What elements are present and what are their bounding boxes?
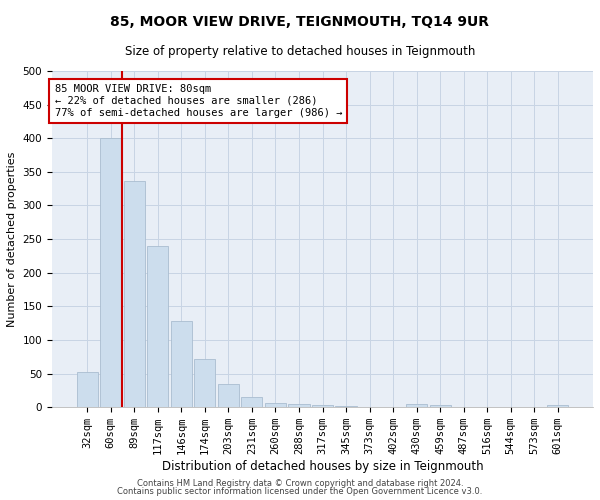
Text: 85, MOOR VIEW DRIVE, TEIGNMOUTH, TQ14 9UR: 85, MOOR VIEW DRIVE, TEIGNMOUTH, TQ14 9U…	[110, 15, 490, 29]
Text: Contains public sector information licensed under the Open Government Licence v3: Contains public sector information licen…	[118, 487, 482, 496]
Bar	[289, 404, 310, 407]
Text: Size of property relative to detached houses in Teignmouth: Size of property relative to detached ho…	[125, 45, 475, 58]
Bar	[100, 138, 121, 407]
Bar	[77, 372, 98, 408]
Text: 85 MOOR VIEW DRIVE: 80sqm
← 22% of detached houses are smaller (286)
77% of semi: 85 MOOR VIEW DRIVE: 80sqm ← 22% of detac…	[55, 84, 342, 117]
Y-axis label: Number of detached properties: Number of detached properties	[7, 152, 17, 327]
Bar	[359, 406, 380, 408]
Bar	[241, 397, 262, 407]
Bar	[265, 402, 286, 407]
Bar	[218, 384, 239, 407]
Bar	[547, 406, 568, 407]
X-axis label: Distribution of detached houses by size in Teignmouth: Distribution of detached houses by size …	[162, 460, 484, 473]
Text: Contains HM Land Registry data © Crown copyright and database right 2024.: Contains HM Land Registry data © Crown c…	[137, 478, 463, 488]
Bar	[312, 406, 333, 407]
Bar	[171, 321, 192, 408]
Bar	[406, 404, 427, 407]
Bar	[453, 406, 475, 408]
Bar	[194, 359, 215, 408]
Bar	[335, 406, 356, 407]
Bar	[430, 406, 451, 407]
Bar	[124, 180, 145, 408]
Bar	[147, 246, 169, 408]
